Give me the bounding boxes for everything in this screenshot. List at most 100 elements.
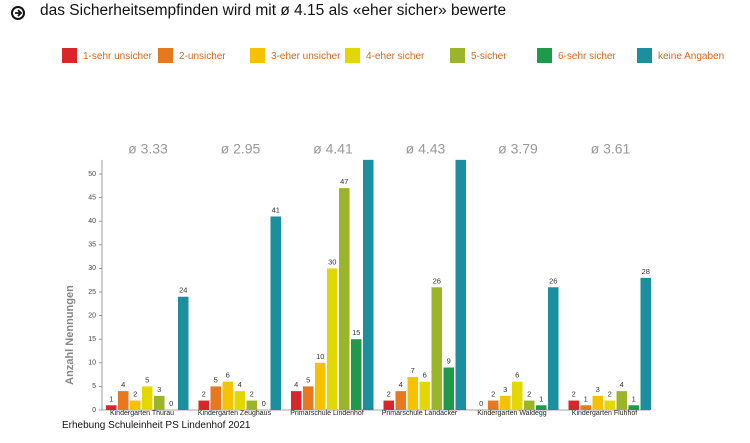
bar [246, 400, 257, 410]
data-label: 1 [539, 394, 543, 403]
bar [106, 405, 117, 410]
data-label: 2 [202, 390, 206, 399]
bar [419, 381, 430, 410]
bar [234, 391, 245, 410]
bar [431, 287, 442, 410]
bar [198, 400, 209, 410]
bullet-icon [11, 6, 25, 20]
data-label: 5 [306, 375, 310, 384]
bar [580, 405, 591, 410]
data-label: 30 [328, 257, 336, 266]
legend-label: keine Angaben [658, 51, 725, 62]
bar [395, 391, 406, 410]
data-label: 2 [491, 390, 495, 399]
data-label: 0 [262, 399, 266, 408]
bar [628, 405, 639, 410]
legend-label: 1-sehr unsicher [83, 51, 152, 62]
legend-label: 2-unsicher [179, 51, 226, 62]
y-tick-label: 20 [88, 312, 96, 319]
legend-swatch [250, 48, 265, 63]
y-tick-label: 40 [88, 218, 96, 225]
y-tick-label: 25 [88, 289, 96, 296]
y-tick-label: 0 [92, 407, 96, 414]
y-tick-label: 35 [88, 242, 96, 249]
legend-label: 6-sehr sicher [558, 51, 616, 62]
bar [604, 400, 615, 410]
data-label: 47 [340, 177, 348, 186]
x-tick-label: Primarschule Lindenhof [290, 410, 364, 417]
bar [512, 381, 523, 410]
bar [142, 386, 153, 410]
x-tick-label: Kindergarten Thurau [110, 410, 174, 417]
x-tick-label: Kindergarten Zeughaus [198, 410, 272, 417]
legend-swatch [537, 48, 552, 63]
bar [568, 400, 579, 410]
data-label: 26 [433, 276, 441, 285]
legend-swatch [450, 48, 465, 63]
data-label: 0 [479, 399, 483, 408]
bar [443, 367, 454, 410]
data-label: 4 [294, 380, 298, 389]
data-label: 10 [316, 352, 324, 361]
bar [500, 395, 511, 410]
bar [351, 339, 362, 410]
y-tick-label: 30 [88, 265, 96, 272]
headline: das Sicherheitsempfinden wird mit ø 4.15… [40, 2, 507, 19]
data-label: 5 [145, 375, 149, 384]
group-average: ø 2.95 [221, 141, 261, 157]
y-tick-label: 15 [88, 336, 96, 343]
legend-label: 3-eher unsicher [271, 51, 341, 62]
data-label: 1 [632, 394, 636, 403]
data-label: 4 [399, 380, 403, 389]
data-label: 24 [179, 286, 187, 295]
bar [210, 386, 221, 410]
group-average: ø 3.61 [591, 141, 631, 157]
legend-label: 5-sicher [471, 51, 507, 62]
bar [130, 400, 141, 410]
data-label: 41 [272, 205, 280, 214]
bar [315, 362, 326, 410]
bar [178, 296, 189, 410]
data-label: 3 [596, 385, 600, 394]
source-note: Erhebung Schuleinheit PS Lindenhof 2021 [62, 420, 251, 431]
data-label: 4 [238, 380, 242, 389]
data-label: 2 [250, 390, 254, 399]
legend-swatch [345, 48, 360, 63]
group-average: ø 3.33 [128, 141, 168, 157]
y-axis-title: Anzahl Nennungen [64, 285, 76, 385]
y-tick-label: 10 [88, 360, 96, 367]
bar [327, 268, 338, 410]
x-tick-label: Kindergarten Fluhhof [572, 410, 637, 417]
bar [222, 381, 233, 410]
bar [270, 216, 281, 410]
bar [592, 395, 603, 410]
bar [154, 395, 165, 410]
legend-swatch [637, 48, 652, 63]
data-label: 28 [642, 267, 650, 276]
bar [383, 400, 394, 410]
bar [488, 400, 499, 410]
legend-swatch [62, 48, 77, 63]
data-label: 4 [121, 380, 125, 389]
data-label: 3 [503, 385, 507, 394]
group-average: ø 3.79 [498, 141, 538, 157]
group-average: ø 4.41 [313, 141, 353, 157]
data-label: 6 [423, 371, 427, 380]
data-label: 2 [527, 390, 531, 399]
data-label: 2 [608, 390, 612, 399]
bar [339, 188, 350, 410]
bar [536, 405, 547, 410]
data-label: 2 [572, 390, 576, 399]
data-label: 6 [515, 371, 519, 380]
data-label: 5 [214, 375, 218, 384]
legend-swatch [158, 48, 173, 63]
data-label: 4 [620, 380, 624, 389]
bar [640, 277, 651, 410]
bar [118, 391, 129, 410]
bar [407, 376, 418, 410]
x-tick-label: Primarschule Landacker [382, 410, 458, 417]
bar [455, 159, 466, 410]
data-label: 2 [387, 390, 391, 399]
group-average: ø 4.43 [406, 141, 446, 157]
y-tick-label: 50 [88, 171, 96, 178]
